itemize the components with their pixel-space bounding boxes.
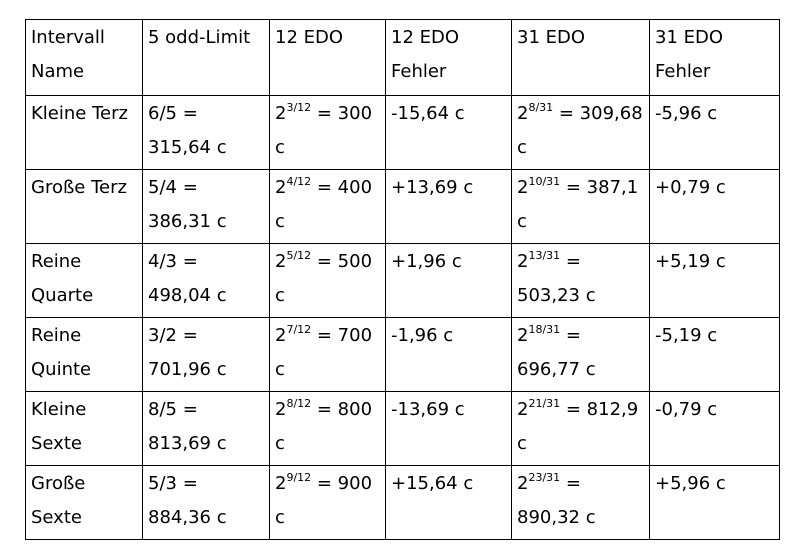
edo31-cell: 28/31 = 309,68 c: [511, 95, 650, 170]
table-row: Reine Quinte 3/2 = 701,96 c 27/12 = 700 c-…: [25, 317, 780, 392]
edo12-error-cell: +13,69 c: [385, 169, 512, 244]
table-row: Reine Quarte 4/3 = 498,04 c 25/12 = 500 c +…: [25, 243, 780, 318]
interval-name-cell: Kleine Terz: [25, 95, 143, 170]
edo12-cell: 28/12 = 800 c: [269, 391, 386, 466]
power-value: = 387,1 c: [517, 177, 639, 232]
interval-name-cell: Große Sexte: [25, 465, 143, 540]
power-base: 2: [275, 103, 287, 124]
table-row: Große Terz 5/4 = 386,31 c 24/12 = 400 c +13…: [25, 169, 780, 244]
power-value: = 500 c: [275, 251, 373, 306]
edo31-error-cell: -5,19 c: [649, 317, 780, 392]
power-base: 2: [275, 251, 287, 272]
edo31-cell: 213/31 = 503,23 c: [511, 243, 650, 318]
power-exponent: 8/12: [286, 397, 312, 410]
interval-comparison-table: Intervall Name 5 odd-Limit 12 EDO 12 EDO…: [25, 19, 780, 540]
table-row: Kleine Sexte 8/5 = 813,69 c 28/12 = 800 c-…: [25, 391, 780, 466]
power-base: 2: [275, 399, 287, 420]
interval-name-cell: Reine Quarte: [25, 243, 143, 318]
power-exponent: 3/12: [286, 101, 312, 114]
power-base: 2: [517, 177, 529, 198]
power-value: = 309,68 c: [517, 103, 643, 158]
table-row: Kleine Terz 6/5 = 315,64 c 23/12 = 300 c -1…: [25, 95, 780, 170]
edo12-error-cell: +1,96 c: [385, 243, 512, 318]
power-value: = 890,32 c: [517, 473, 596, 528]
edo31-error-cell: +5,96 c: [649, 465, 780, 540]
power-value: = 812,9 c: [517, 399, 639, 454]
power-base: 2: [517, 103, 529, 124]
edo31-error-cell: -0,79 c: [649, 391, 780, 466]
edo31-cell: 210/31 = 387,1 c: [511, 169, 650, 244]
header-31-edo-error: 31 EDO Fehler: [649, 19, 780, 96]
interval-name-cell: Große Terz: [25, 169, 143, 244]
power-base: 2: [517, 251, 529, 272]
power-value: = 503,23 c: [517, 251, 596, 306]
odd-limit-cell: 3/2 = 701,96 c: [142, 317, 270, 392]
edo12-cell: 24/12 = 400 c: [269, 169, 386, 244]
power-value: = 400 c: [275, 177, 373, 232]
power-exponent: 23/31: [528, 471, 561, 484]
edo12-cell: 25/12 = 500 c: [269, 243, 386, 318]
odd-limit-cell: 8/5 = 813,69 c: [142, 391, 270, 466]
edo12-error-cell: -15,64 c: [385, 95, 512, 170]
power-exponent: 7/12: [286, 323, 312, 336]
table-header-row: Intervall Name 5 odd-Limit 12 EDO 12 EDO…: [25, 19, 780, 96]
power-base: 2: [517, 473, 529, 494]
table-row: Große Sexte 5/3 = 884,36 c 29/12 = 900 c +1…: [25, 465, 780, 540]
edo31-cell: 223/31 = 890,32 c: [511, 465, 650, 540]
interval-name-cell: Reine Quinte: [25, 317, 143, 392]
power-exponent: 21/31: [528, 397, 561, 410]
odd-limit-cell: 4/3 = 498,04 c: [142, 243, 270, 318]
edo12-cell: 29/12 = 900 c: [269, 465, 386, 540]
edo31-error-cell: +0,79 c: [649, 169, 780, 244]
power-value: = 700 c: [275, 325, 373, 380]
interval-name-cell: Kleine Sexte: [25, 391, 143, 466]
edo31-cell: 218/31 = 696,77 c: [511, 317, 650, 392]
header-12-edo: 12 EDO: [269, 19, 386, 96]
header-12-edo-error: 12 EDO Fehler: [385, 19, 512, 96]
odd-limit-cell: 5/4 = 386,31 c: [142, 169, 270, 244]
edo12-cell: 23/12 = 300 c: [269, 95, 386, 170]
edo12-error-cell: -13,69 c: [385, 391, 512, 466]
edo31-cell: 221/31 = 812,9 c: [511, 391, 650, 466]
header-interval-name: Intervall Name: [25, 19, 143, 96]
power-exponent: 8/31: [528, 101, 554, 114]
power-exponent: 9/12: [286, 471, 312, 484]
power-value: = 696,77 c: [517, 325, 596, 380]
power-base: 2: [517, 325, 529, 346]
power-value: = 900 c: [275, 473, 373, 528]
power-base: 2: [517, 399, 529, 420]
power-exponent: 13/31: [528, 249, 561, 262]
odd-limit-cell: 5/3 = 884,36 c: [142, 465, 270, 540]
power-base: 2: [275, 325, 287, 346]
odd-limit-cell: 6/5 = 315,64 c: [142, 95, 270, 170]
power-exponent: 10/31: [528, 175, 561, 188]
power-exponent: 5/12: [286, 249, 312, 262]
edo31-error-cell: +5,19 c: [649, 243, 780, 318]
power-base: 2: [275, 177, 287, 198]
power-exponent: 18/31: [528, 323, 561, 336]
header-odd-limit: 5 odd-Limit: [142, 19, 270, 96]
edo12-error-cell: +15,64 c: [385, 465, 512, 540]
power-base: 2: [275, 473, 287, 494]
header-31-edo: 31 EDO: [511, 19, 650, 96]
power-value: = 300 c: [275, 103, 373, 158]
power-value: = 800 c: [275, 399, 373, 454]
edo31-error-cell: -5,96 c: [649, 95, 780, 170]
edo12-error-cell: -1,96 c: [385, 317, 512, 392]
power-exponent: 4/12: [286, 175, 312, 188]
edo12-cell: 27/12 = 700 c: [269, 317, 386, 392]
